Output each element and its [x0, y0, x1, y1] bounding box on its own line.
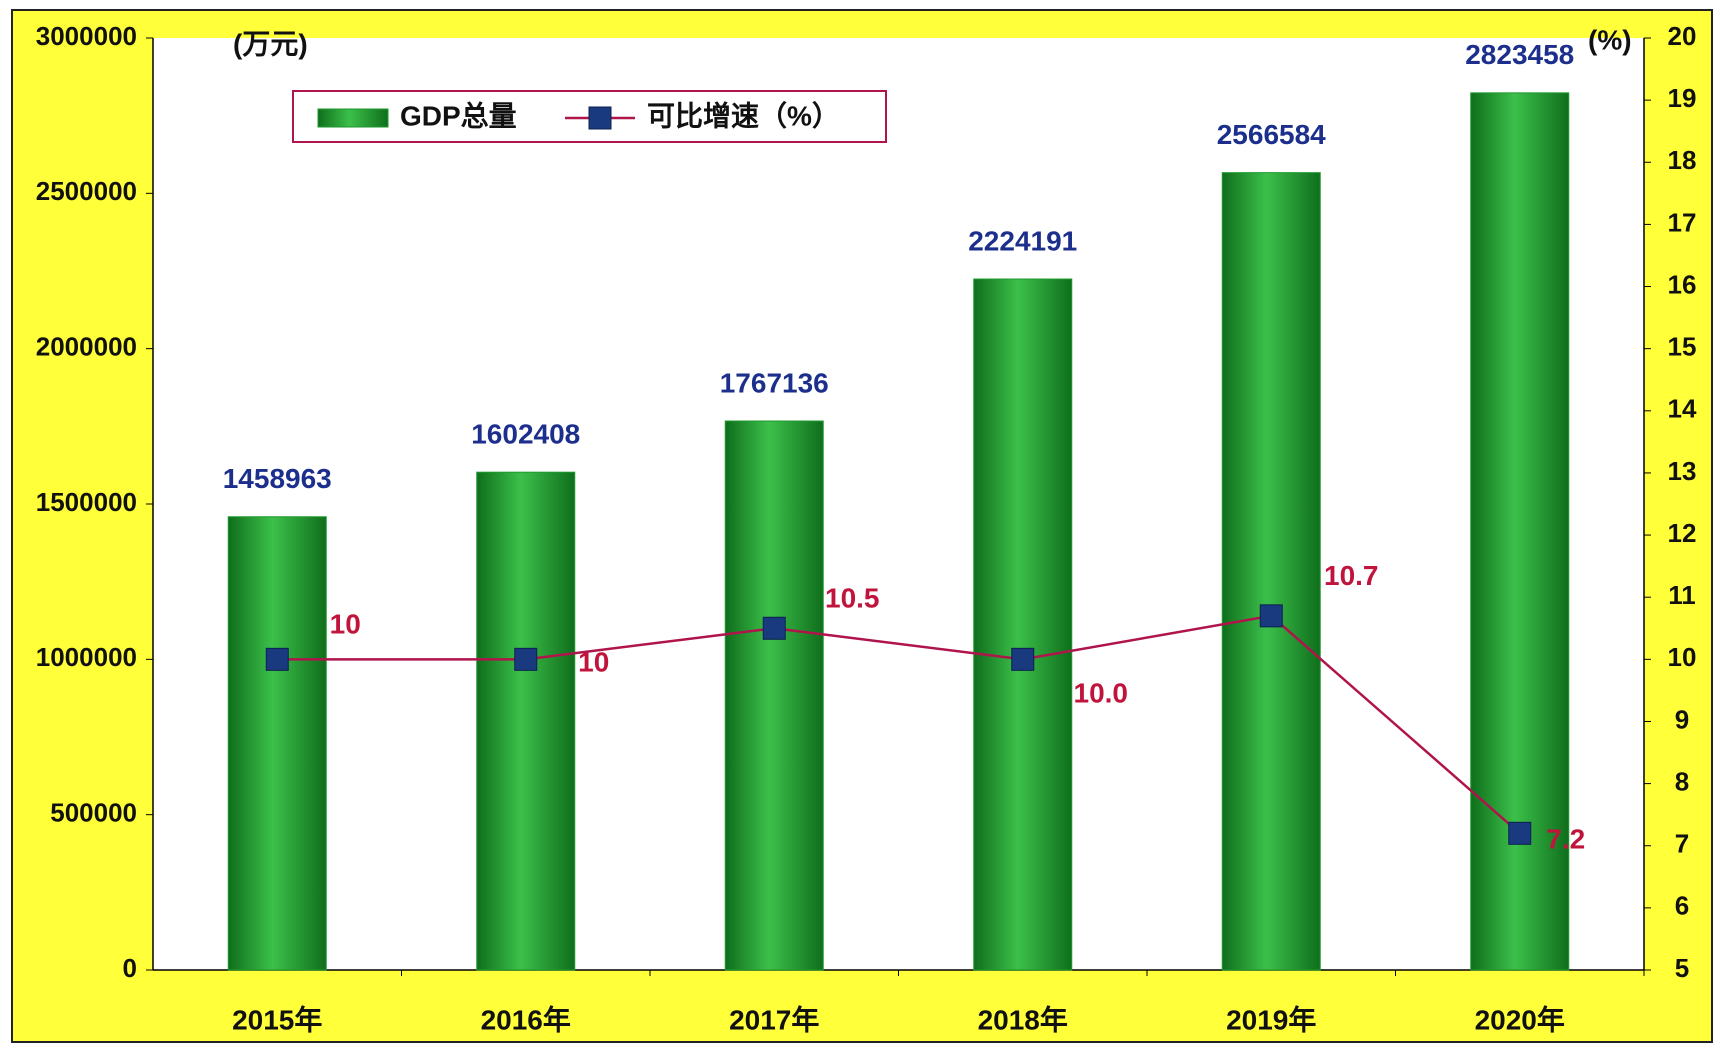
line-value-label: 10.7	[1324, 560, 1379, 591]
y2-tick-label: 15	[1668, 332, 1697, 362]
y2-tick-label: 14	[1668, 394, 1697, 424]
bar-value-label: 2566584	[1217, 119, 1326, 150]
y2-tick-label: 7	[1675, 829, 1689, 859]
line-value-label: 10.5	[825, 583, 880, 614]
y-tick-label: 1500000	[36, 487, 137, 517]
y2-tick-label: 20	[1668, 21, 1697, 51]
y-tick-label: 2500000	[36, 176, 137, 206]
legend-marker	[588, 106, 612, 130]
line-value-label: 7.2	[1546, 824, 1585, 855]
y2-tick-label: 16	[1668, 269, 1697, 299]
y2-tick-label: 6	[1675, 891, 1689, 921]
plot-area	[153, 38, 1644, 970]
x-tick-label: 2020年	[1475, 1003, 1565, 1035]
y-unit-label: (万元)	[233, 28, 308, 59]
y-tick-label: 1000000	[36, 642, 137, 672]
y2-tick-label: 18	[1668, 145, 1697, 175]
legend-swatch	[317, 108, 389, 128]
x-tick-label: 2016年	[481, 1003, 571, 1035]
y2-tick-label: 11	[1668, 580, 1696, 610]
y2-tick-label: 8	[1675, 766, 1689, 796]
line-value-label: 10	[578, 647, 609, 678]
y2-tick-label: 13	[1668, 456, 1697, 486]
bar-value-label: 1602408	[471, 419, 580, 450]
bar-value-label: 2224191	[968, 225, 1077, 256]
y2-tick-label: 12	[1668, 518, 1697, 548]
bar-value-label: 1767136	[720, 367, 829, 398]
bar	[476, 471, 576, 971]
bar	[724, 420, 824, 971]
x-tick-label: 2019年	[1226, 1003, 1316, 1035]
y2-tick-label: 9	[1675, 704, 1689, 734]
y-tick-label: 3000000	[36, 21, 137, 51]
y2-tick-label: 19	[1668, 83, 1697, 113]
y2-tick-label: 17	[1668, 207, 1697, 237]
bar-value-label: 1458963	[223, 463, 332, 494]
y-tick-label: 0	[123, 953, 137, 983]
bar	[1221, 172, 1321, 971]
line-value-label: 10	[330, 609, 361, 640]
x-tick-label: 2018年	[978, 1003, 1068, 1035]
line	[277, 614, 1521, 835]
y-tick-label: 500000	[50, 798, 137, 828]
bar	[227, 516, 327, 971]
legend-label: 可比增速（%）	[647, 99, 840, 131]
line-marker	[1508, 821, 1532, 845]
x-tick-label: 2015年	[232, 1003, 322, 1035]
line-value-label: 10.0	[1074, 678, 1129, 709]
line-marker	[514, 647, 538, 671]
y-tick-label: 2000000	[36, 332, 137, 362]
y2-unit-label: (%)	[1588, 24, 1632, 55]
legend-label: GDP总量	[400, 100, 517, 131]
line-marker	[1011, 647, 1035, 671]
line-marker	[1259, 604, 1283, 628]
line-marker	[762, 616, 786, 640]
line-marker	[265, 647, 289, 671]
x-tick-label: 2017年	[729, 1003, 819, 1035]
y2-tick-label: 10	[1668, 642, 1697, 672]
bar-value-label: 2823458	[1465, 39, 1574, 70]
y2-tick-label: 5	[1675, 953, 1689, 983]
bar	[973, 278, 1073, 971]
